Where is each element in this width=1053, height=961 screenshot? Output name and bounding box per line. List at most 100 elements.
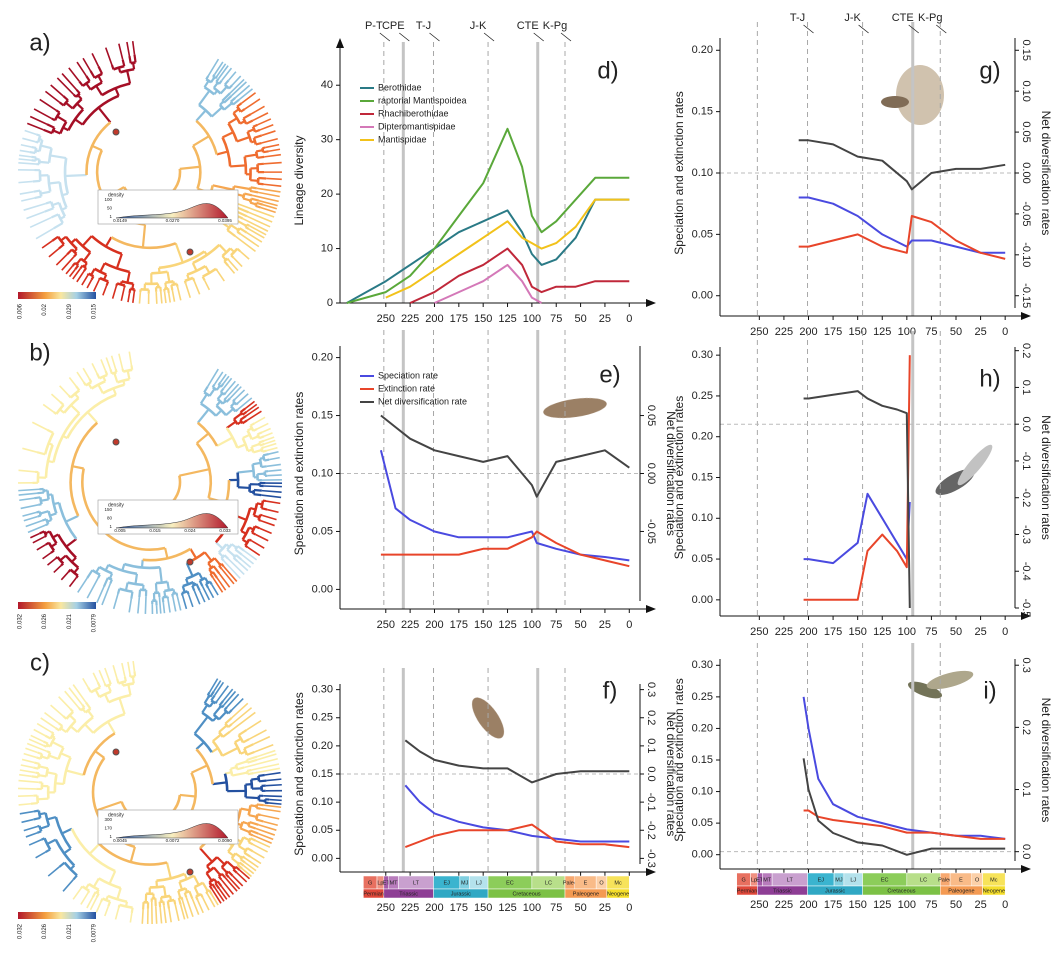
axis-arrow [1021,312,1031,320]
x-tick-label: 250 [377,313,395,325]
x-tick-label: 100 [523,619,541,631]
tree-branch [37,491,44,495]
tree-branch [126,41,131,57]
tree-branch [86,279,93,289]
density-curve [115,823,229,839]
tree-branch [231,75,242,86]
tree-branch [19,773,32,778]
tree-branch [185,562,194,577]
tree-branch [106,721,116,734]
tree-branch [40,190,51,195]
colorbar-label: 0.0079 [92,923,98,942]
tree-branch [243,156,248,175]
tree-branch [248,187,252,192]
tree-branch [212,577,224,593]
x-tick-label: 25 [599,619,611,631]
tree-branch [86,577,99,599]
epoch-label: Mc [990,877,998,883]
tree-branch [165,862,172,879]
tree-branch [213,371,224,386]
tree-branch [233,741,242,755]
tree-branch [183,873,188,880]
tree-branch [206,893,216,908]
tree-branch [255,533,269,542]
tree-branch [229,386,242,399]
tree-branch [18,488,40,492]
tree-branch [101,583,112,606]
tree-branch [35,227,55,240]
x-tick-label: 0 [626,902,632,914]
x-tick-label: 125 [498,902,516,914]
tree-branch [49,154,67,160]
tree-branch [53,565,62,573]
tree-branch [71,262,76,267]
tree-branch [40,717,57,729]
density-y-label: 80 [107,516,113,521]
tree-branch [170,284,174,291]
tree-branch [234,548,243,556]
tree-branch [195,109,207,122]
series-line [404,739,630,784]
tree-branch [176,595,182,611]
series-line [803,390,911,609]
tree-branch [107,576,113,581]
tree-branch [231,707,253,725]
tree-branch [244,226,250,230]
tree-branch [211,106,223,118]
tree-branch [188,890,194,900]
tree-branch [50,549,55,554]
tree-branch [48,530,58,545]
x-tick-label: 100 [523,902,541,914]
tree-branch [163,590,167,598]
tree-branch [239,411,244,416]
tree-branch [53,501,60,506]
tree-branch [224,873,230,879]
tree-branch [241,855,246,859]
x-tick-label: 200 [425,313,443,325]
colorbar-label: 0.026 [42,923,48,939]
tree-branch [89,70,96,79]
tree-branch [227,117,238,125]
tree-branch [255,839,271,848]
tree-branch [195,741,205,751]
tree-branch [127,661,131,675]
tree-branch [119,67,135,74]
tree-branch [233,185,251,191]
tree-branch [45,541,50,546]
tree-branch [217,381,222,386]
tree-branch [250,105,265,115]
tree-branch [104,47,113,66]
panel-label: c) [30,649,50,676]
tree-branch [220,67,233,82]
period-label: Paleogene [948,888,974,894]
tree-branch [118,353,124,370]
insect-image [543,398,607,418]
tree-branch [220,878,235,895]
tree-branch [41,240,53,249]
y-axis-title: Speciation and extinction rates [672,91,686,254]
tree-branch [205,866,215,875]
tree-branch [18,492,38,496]
tree-branch [55,782,64,786]
tree-branch [127,684,132,696]
tree-branch [230,97,236,103]
tree-branch [199,847,213,863]
tree-branch [18,469,36,473]
tree-branch [86,569,94,579]
y2-tick-label: 0.0 [1020,844,1032,859]
tree-branch [111,285,118,299]
epoch-label: O [975,877,980,883]
tree-branch [191,582,198,587]
tree-branch [158,597,162,614]
x-tick-label: 0 [1002,899,1008,911]
tree-branch [230,254,235,259]
tree-branch [216,63,227,77]
tree-branch [251,126,257,133]
tree-branch [221,99,226,104]
tree-branch [261,137,278,144]
y2-tick-label: 0.05 [1020,121,1032,142]
y2-tick-label: -0.3 [1020,525,1032,544]
tree-branch [71,98,83,110]
tree-branch [220,554,226,560]
tree-branch [99,262,106,273]
